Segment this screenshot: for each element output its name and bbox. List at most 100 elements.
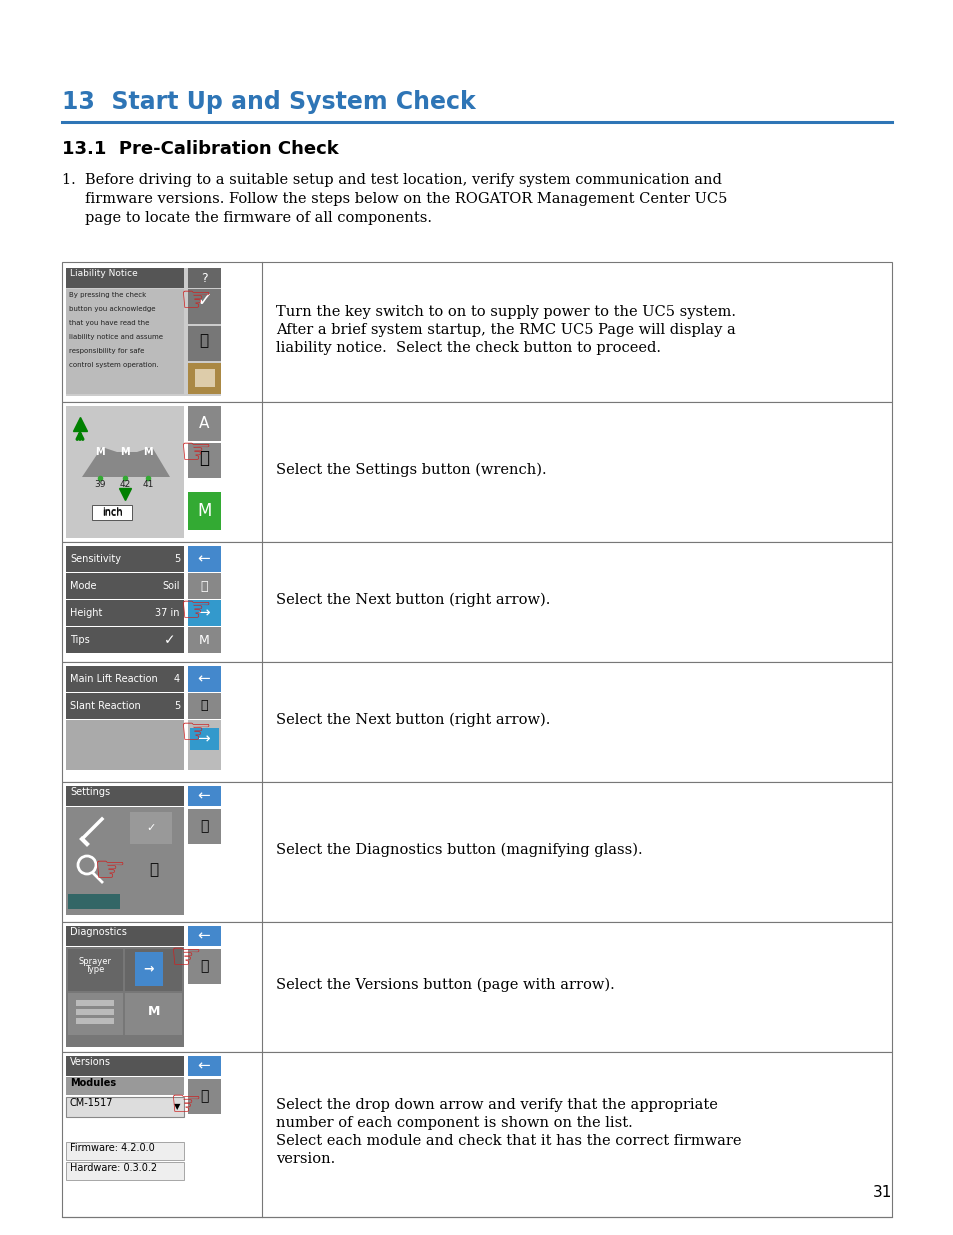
Text: ☞: ☞ xyxy=(180,435,213,469)
Bar xyxy=(188,406,221,441)
Text: Sensitivity: Sensitivity xyxy=(70,555,121,564)
Text: ▼: ▼ xyxy=(173,1103,180,1112)
Text: Sprayer: Sprayer xyxy=(78,957,112,966)
Text: page to locate the firmware of all components.: page to locate the firmware of all compo… xyxy=(62,211,432,225)
Text: Select each module and check that it has the correct firmware: Select each module and check that it has… xyxy=(275,1135,740,1149)
Text: ✓: ✓ xyxy=(146,823,155,832)
Bar xyxy=(130,811,172,844)
Text: 39: 39 xyxy=(94,480,106,489)
Text: 🏠: 🏠 xyxy=(200,579,208,593)
Bar xyxy=(188,363,221,394)
Text: Versions: Versions xyxy=(70,1057,111,1067)
Bar xyxy=(66,289,184,394)
Bar xyxy=(62,262,891,403)
Text: number of each component is shown on the list.: number of each component is shown on the… xyxy=(275,1116,632,1130)
Bar xyxy=(66,1097,184,1116)
Bar xyxy=(66,268,184,288)
Bar xyxy=(91,505,132,520)
Bar xyxy=(194,369,214,387)
Bar xyxy=(68,809,123,848)
Text: ☞: ☞ xyxy=(170,1087,202,1121)
Bar xyxy=(188,492,221,530)
Text: 🔧: 🔧 xyxy=(150,862,158,878)
Text: Select the Versions button (page with arrow).: Select the Versions button (page with ar… xyxy=(275,978,614,993)
Bar xyxy=(188,785,221,806)
Text: ✓: ✓ xyxy=(195,290,212,310)
Text: responsibility for safe: responsibility for safe xyxy=(69,348,144,354)
Text: ☞: ☞ xyxy=(94,853,126,887)
Bar xyxy=(188,289,221,324)
Text: Liability Notice: Liability Notice xyxy=(70,269,137,278)
Text: ☞: ☞ xyxy=(170,940,202,974)
Text: Diagnostics: Diagnostics xyxy=(70,927,127,937)
Bar xyxy=(66,1162,184,1179)
Text: M: M xyxy=(198,634,209,646)
Bar xyxy=(66,627,184,653)
Text: Slant Reaction: Slant Reaction xyxy=(70,701,141,711)
Text: Turn the key switch to on to supply power to the UC5 system.: Turn the key switch to on to supply powe… xyxy=(275,305,735,319)
Bar xyxy=(66,1142,184,1160)
Text: Mode: Mode xyxy=(70,580,96,592)
Bar xyxy=(66,1162,184,1179)
Bar xyxy=(91,505,132,520)
Text: 41: 41 xyxy=(142,480,153,489)
Text: ☞: ☞ xyxy=(180,593,213,627)
Text: ←: ← xyxy=(197,788,211,804)
Bar xyxy=(66,268,221,396)
Text: →: → xyxy=(197,731,211,746)
Bar xyxy=(125,851,182,893)
Text: Height: Height xyxy=(70,608,102,618)
Text: 13.1  Pre-Calibration Check: 13.1 Pre-Calibration Check xyxy=(62,140,338,158)
Bar xyxy=(188,809,221,844)
Text: ✓: ✓ xyxy=(164,634,175,647)
Bar xyxy=(62,542,891,662)
Text: Main Lift Reaction: Main Lift Reaction xyxy=(70,674,157,684)
Text: 42: 42 xyxy=(119,480,131,489)
Text: 🔧: 🔧 xyxy=(199,450,209,467)
Text: Select the Diagnostics button (magnifying glass).: Select the Diagnostics button (magnifyin… xyxy=(275,844,642,857)
Bar xyxy=(66,926,184,946)
Text: control system operation.: control system operation. xyxy=(69,362,158,368)
Text: Select the Next button (right arrow).: Select the Next button (right arrow). xyxy=(275,593,550,608)
Text: ←: ← xyxy=(197,929,211,944)
Text: By pressing the check: By pressing the check xyxy=(69,291,146,298)
Text: Select the Next button (right arrow).: Select the Next button (right arrow). xyxy=(275,713,550,727)
Bar xyxy=(188,546,221,572)
Bar xyxy=(68,851,123,893)
Text: inch: inch xyxy=(102,508,122,517)
Text: 5: 5 xyxy=(173,701,180,711)
Bar xyxy=(66,1142,184,1160)
Bar xyxy=(62,662,891,782)
Text: Select the drop down arrow and verify that the appropriate: Select the drop down arrow and verify th… xyxy=(275,1098,717,1113)
Bar xyxy=(188,693,221,719)
Text: 31: 31 xyxy=(872,1186,891,1200)
Text: Settings: Settings xyxy=(70,787,110,797)
Bar xyxy=(66,1077,184,1095)
Text: M: M xyxy=(143,447,152,457)
Text: 37 in: 37 in xyxy=(155,608,180,618)
Text: Modules: Modules xyxy=(70,1078,116,1088)
Bar xyxy=(190,727,219,750)
Text: liability notice and assume: liability notice and assume xyxy=(69,333,163,340)
Text: 🏠: 🏠 xyxy=(199,960,208,973)
Bar xyxy=(188,326,221,361)
Text: M: M xyxy=(95,447,105,457)
Bar xyxy=(66,546,184,572)
Bar xyxy=(66,806,184,915)
Bar xyxy=(188,627,221,653)
Text: Type: Type xyxy=(85,965,105,974)
Bar xyxy=(76,1000,113,1007)
Bar xyxy=(188,1056,221,1076)
Bar xyxy=(76,1009,113,1015)
Text: version.: version. xyxy=(275,1152,335,1167)
Bar xyxy=(66,600,184,626)
Bar xyxy=(62,403,891,542)
Bar xyxy=(188,573,221,599)
Text: 1.  Before driving to a suitable setup and test location, verify system communic: 1. Before driving to a suitable setup an… xyxy=(62,173,721,186)
Text: 🏠: 🏠 xyxy=(200,699,208,713)
Text: ←: ← xyxy=(197,1058,211,1073)
Bar xyxy=(125,809,182,848)
Bar xyxy=(188,268,221,288)
Text: →: → xyxy=(197,605,211,620)
Text: button you acknowledge: button you acknowledge xyxy=(69,306,155,312)
